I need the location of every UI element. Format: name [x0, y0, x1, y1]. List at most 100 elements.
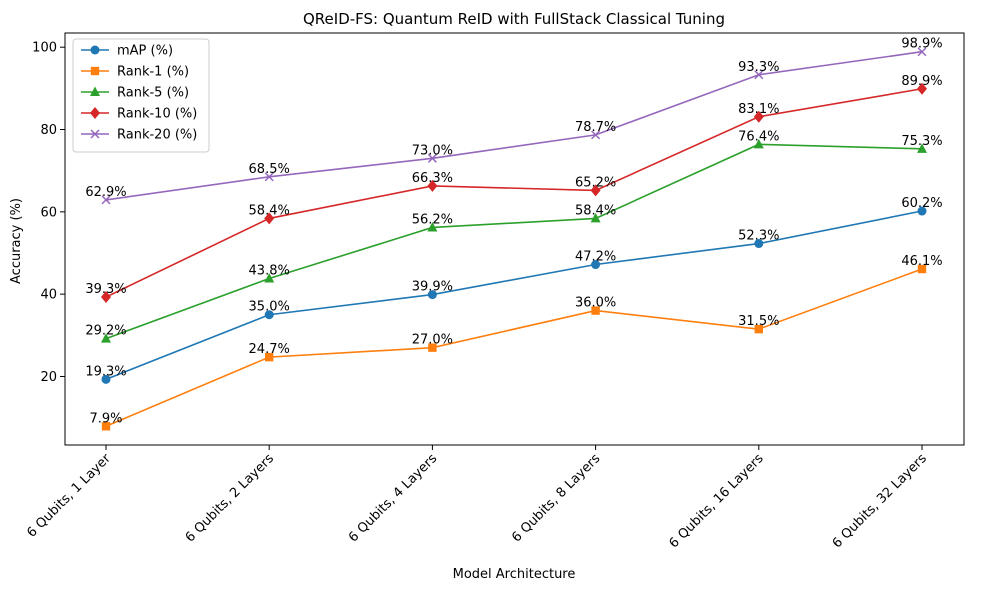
data-point	[590, 212, 601, 223]
legend-marker	[90, 129, 100, 139]
y-tick-label: 40	[40, 288, 57, 303]
data-label: 43.8%	[249, 264, 290, 279]
data-label: 68.5%	[249, 162, 290, 177]
legend-label: Rank-1 (%)	[117, 65, 189, 80]
data-label: 58.4%	[249, 203, 290, 218]
data-label: 75.3%	[901, 134, 942, 149]
data-point	[754, 239, 764, 249]
data-label: 27.0%	[412, 333, 453, 348]
series-rank-20: 62.9% 68.5% 73.0% 78.7% 93.3% 98.9%	[85, 37, 943, 205]
legend-item: Rank-10 (%)	[81, 107, 197, 122]
data-point	[917, 47, 927, 57]
x-axis-label: Model Architecture	[453, 567, 576, 582]
data-point	[754, 324, 763, 334]
series-rank-5: 29.2% 43.8% 56.2% 58.4% 76.4% 75.3%	[85, 129, 943, 343]
data-point	[590, 184, 601, 197]
data-label: 31.5%	[738, 314, 779, 329]
series-line	[105, 143, 923, 340]
data-point	[428, 343, 437, 352]
data-label: 58.4%	[575, 203, 616, 218]
series-rank-1: 7.9% 24.7% 27.0% 36.0% 31.5% 46.1%	[89, 254, 943, 431]
x-marker-stroke	[90, 129, 100, 139]
data-point	[917, 206, 927, 216]
data-point	[754, 70, 764, 80]
data-label: 24.7%	[249, 342, 290, 357]
legend-item: Rank-1 (%)	[81, 65, 189, 80]
x-marker-stroke	[264, 172, 274, 182]
data-label: 39.9%	[412, 280, 453, 295]
x-marker-stroke	[754, 70, 764, 80]
data-label: 76.4%	[738, 129, 779, 144]
data-label: 78.7%	[575, 120, 616, 135]
data-label: 98.9%	[901, 37, 942, 52]
data-label: 93.3%	[738, 60, 779, 75]
legend-marker	[90, 45, 100, 55]
series-rank-10: 39.3% 58.4% 66.3% 65.2% 83.1% 89.9%	[85, 74, 943, 304]
legend-marker	[90, 66, 100, 76]
legend-box	[72, 38, 210, 153]
y-tick-label: 100	[32, 41, 57, 56]
data-point	[753, 110, 764, 123]
data-point	[264, 212, 275, 225]
y-axis-label: Accuracy (%)	[9, 198, 24, 284]
legend-item: Rank-20 (%)	[81, 128, 197, 143]
data-label: 29.2%	[85, 324, 126, 339]
data-point	[427, 290, 437, 300]
legend-marker	[90, 107, 100, 119]
data-label: 35.0%	[249, 300, 290, 315]
data-label: 36.0%	[575, 296, 616, 311]
data-label: 65.2%	[575, 175, 616, 190]
data-point	[101, 374, 111, 384]
data-point	[591, 260, 601, 270]
legend-label: mAP (%)	[117, 44, 173, 59]
data-label: 47.2%	[575, 250, 616, 265]
y-tick-label: 60	[40, 205, 57, 220]
data-label: 89.9%	[901, 74, 942, 89]
data-label: 62.9%	[85, 185, 126, 200]
data-point	[101, 195, 111, 205]
legend: mAP (%) Rank-1 (%) Rank-5 (%) Rank-10 (%) Ra…	[72, 38, 210, 153]
data-point	[427, 221, 438, 232]
data-label: 83.1%	[738, 102, 779, 117]
data-point	[917, 143, 927, 153]
y-tick-label: 20	[40, 370, 57, 385]
data-label: 73.0%	[412, 143, 453, 158]
data-point	[101, 333, 111, 343]
data-label: 66.3%	[412, 171, 453, 186]
series-line	[105, 268, 923, 428]
chart-title: QReID-FS: Quantum ReID with FullStack Cl…	[303, 10, 725, 28]
legend-item: Rank-5 (%)	[81, 86, 189, 101]
data-point	[101, 422, 111, 431]
legend-label: Rank-20 (%)	[117, 128, 197, 143]
data-label: 19.3%	[85, 364, 126, 379]
x-marker-stroke	[917, 47, 927, 57]
legend-label: Rank-10 (%)	[117, 107, 197, 122]
data-point	[264, 273, 275, 283]
data-label: 39.3%	[85, 282, 126, 297]
data-point	[264, 172, 274, 182]
x-marker-stroke	[591, 130, 601, 140]
series-line	[105, 50, 923, 201]
data-point	[427, 153, 437, 163]
legend-item: mAP (%)	[81, 44, 173, 59]
series-map: 19.3% 35.0% 39.9% 47.2% 52.3% 60.2%	[85, 196, 943, 384]
data-label: 46.1%	[901, 254, 942, 269]
data-point	[427, 179, 438, 192]
data-label: 7.9%	[89, 411, 122, 426]
data-point	[917, 82, 927, 95]
data-point	[265, 352, 274, 362]
data-point	[753, 138, 764, 149]
data-point	[591, 130, 601, 140]
legend-marker	[90, 86, 100, 96]
data-point	[101, 291, 111, 304]
legend-label: Rank-5 (%)	[117, 86, 189, 101]
series-line	[105, 210, 923, 381]
x-marker-stroke	[427, 153, 437, 163]
series-line	[105, 87, 923, 298]
y-tick-label: 80	[40, 123, 57, 138]
data-point	[591, 306, 600, 315]
data-label: 52.3%	[738, 229, 779, 244]
data-point	[917, 264, 927, 274]
plot-frame	[64, 32, 965, 446]
data-label: 56.2%	[412, 212, 453, 227]
